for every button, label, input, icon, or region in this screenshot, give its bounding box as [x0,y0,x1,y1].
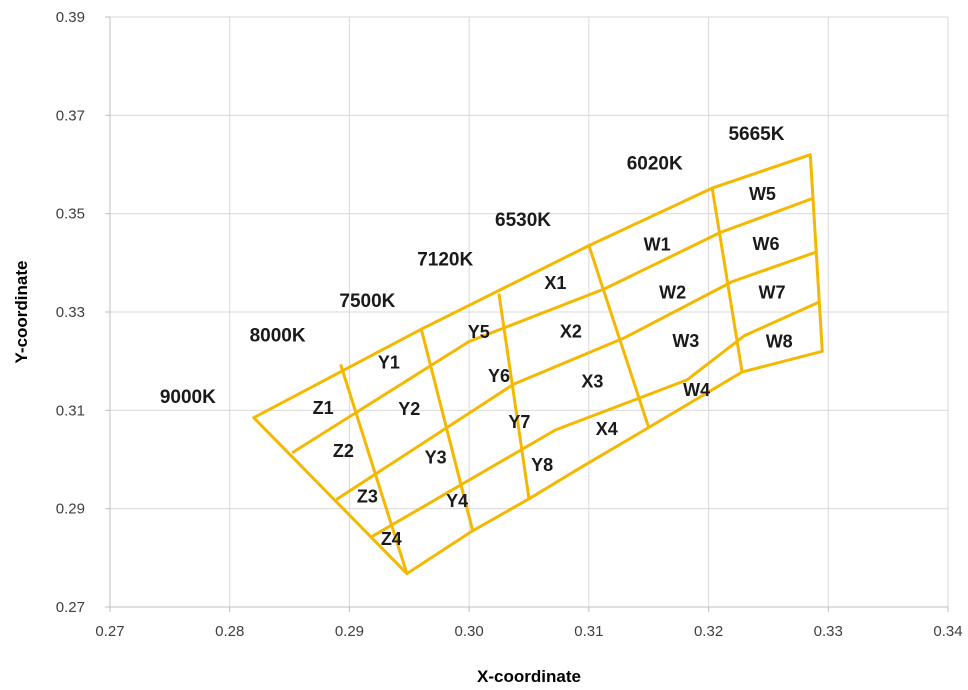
x-tick-label: 0.28 [215,623,244,640]
bin-label: Y4 [446,491,468,511]
bin-grid [252,153,824,576]
bin-label: X4 [596,419,618,439]
bin-label: Y1 [378,352,400,372]
bin-label: Z1 [313,398,334,418]
x-tick-label: 0.34 [933,623,962,640]
x-tick-label: 0.31 [574,623,603,640]
bin-label: W7 [759,283,786,303]
bin-boundary-line [419,327,475,533]
cct-label: 7500K [339,291,395,312]
bin-boundary-line [339,364,409,576]
bin-label: Y2 [398,399,420,419]
x-tick-label: 0.29 [335,623,364,640]
bin-boundary-line [587,244,651,429]
y-tick-label: 0.31 [56,402,85,419]
axes: 0.27 0.28 0.29 0.30 0.31 0.32 0.33 0.34 0.27 0.29… [56,9,963,640]
y-tick-label: 0.37 [56,107,85,124]
bin-label: W4 [683,380,710,400]
x-tick-label: 0.30 [455,623,484,640]
bin-label: Y8 [531,455,553,475]
cct-label: 6020K [627,153,683,174]
y-tick-label: 0.33 [56,304,85,321]
y-tick-label: 0.35 [56,206,85,223]
gridlines [110,16,949,607]
bin-boundary-line [497,293,531,501]
bin-label: W8 [766,332,793,352]
bin-boundary-line [371,300,821,538]
bin-label: Y7 [508,412,530,432]
bin-boundary-line [710,186,744,374]
y-tick-label: 0.27 [56,599,85,616]
bin-label: X1 [544,273,566,293]
cct-labels: 9000K 8000K 7500K 7120K 6530K 6020K 5665K [160,124,785,408]
y-axis-title: Y-coordinate [12,261,31,364]
x-axis-title: X-coordinate [477,667,581,686]
bin-label: X3 [581,372,603,392]
cct-label: 9000K [160,387,216,408]
bin-label: Y5 [468,322,490,342]
x-tick-label: 0.33 [814,623,843,640]
cct-label: 6530K [495,210,551,231]
cct-label: 7120K [417,249,473,270]
cct-label: 8000K [250,326,306,347]
bin-label: Z3 [357,487,378,507]
bin-label: W6 [753,234,780,254]
bin-label: Z4 [381,529,402,549]
bin-label: Z2 [333,441,354,461]
bin-label: X2 [560,321,582,341]
bin-label: W1 [644,234,671,254]
bin-label: Y3 [425,447,447,467]
x-tick-label: 0.32 [694,623,723,640]
y-tick-label: 0.29 [56,501,85,518]
bin-labels: W5 W6 W7 W8 W1 W2 W3 W4 X1 X2 X3 X4 Y5 Y6 Y7 Y8 Y1 Y2 Y3 Y4… [313,184,793,549]
y-tick-label: 0.39 [56,9,85,26]
bin-label: W3 [672,331,699,351]
bin-boundary-line [336,250,818,501]
bin-label: Y6 [488,366,510,386]
x-tick-label: 0.27 [95,623,124,640]
bin-label: W2 [659,283,686,303]
bin-label: W5 [749,184,776,204]
cct-label: 5665K [728,124,784,145]
